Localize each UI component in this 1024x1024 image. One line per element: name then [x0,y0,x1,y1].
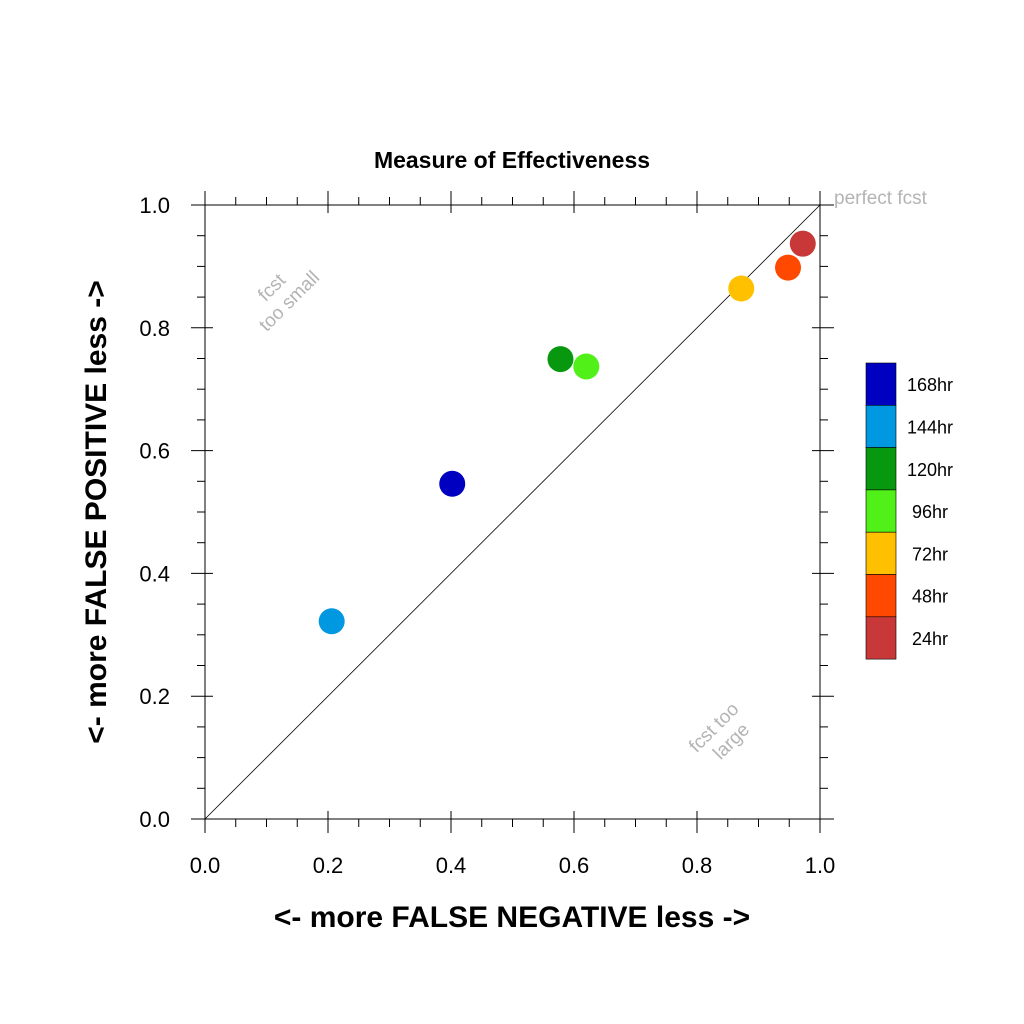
y-axis-label: <- more FALSE POSITIVE less -> [80,280,113,744]
x-tick-label: 0.4 [436,853,467,878]
legend-swatch-168hr [865,362,897,406]
x-tick-labels: 0.0 0.2 0.4 0.6 0.8 1.0 [190,853,836,878]
y-tick-label: 0.2 [139,684,170,709]
data-point-120hr [547,346,574,373]
legend-label-168hr: 168hr [907,375,953,395]
legend-label-120hr: 120hr [907,460,953,480]
data-point-48hr [775,254,802,281]
legend: 168hr 144hr 120hr 96hr 72hr 48hr 24hr [865,362,953,660]
legend-label-96hr: 96hr [912,502,948,522]
legend-swatch-48hr [865,574,897,618]
y-tick-label: 1.0 [139,193,170,218]
legend-swatch-72hr [865,531,897,575]
x-tick-label: 0.2 [313,853,344,878]
y-tick-labels: 0.0 0.2 0.4 0.6 0.8 1.0 [139,193,170,832]
legend-label-24hr: 24hr [912,629,948,649]
x-axis-label: <- more FALSE NEGATIVE less -> [274,901,750,934]
x-tick-label: 1.0 [805,853,836,878]
annotation-perfect-fcst: perfect fcst [834,188,928,209]
chart-title: Measure of Effectiveness [374,147,650,173]
annotation-too-large: fcst too large [685,695,762,772]
y-tick-label: 0.6 [139,439,170,464]
plot-area: 0.0 0.2 0.4 0.6 0.8 1.0 0.0 0.2 0.4 0.6 0.8 1.0 [139,191,835,878]
data-point-144hr [318,608,345,635]
minor-ticks [197,197,828,827]
x-tick-label: 0.0 [190,853,221,878]
data-point-168hr [439,470,466,497]
major-ticks [191,191,834,833]
annotation-too-small: fcst too small [240,252,324,336]
y-tick-label: 0.0 [139,807,170,832]
legend-label-144hr: 144hr [907,417,953,437]
legend-swatch-24hr [865,616,897,660]
data-points [318,230,816,635]
diagonal-line [204,204,821,820]
legend-swatch-96hr [865,489,897,533]
legend-swatch-144hr [865,404,897,448]
data-point-24hr [789,230,816,257]
x-tick-label: 0.6 [559,853,590,878]
x-tick-label: 0.8 [682,853,713,878]
legend-swatch-120hr [865,447,897,491]
data-point-72hr [728,275,755,302]
y-tick-label: 0.4 [139,561,170,586]
data-point-96hr [573,353,600,380]
legend-label-48hr: 48hr [912,587,948,607]
legend-label-72hr: 72hr [912,544,948,564]
y-tick-label: 0.8 [139,316,170,341]
